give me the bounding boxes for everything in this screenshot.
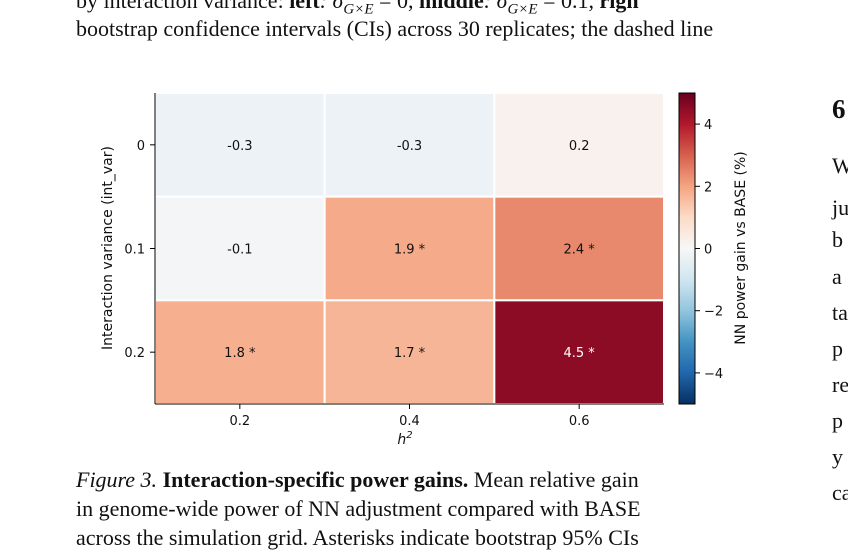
side-line: a [832,264,842,289]
side-line: b [832,227,843,252]
top-text-left-sub: G×E [343,1,374,18]
x-tick-label: 0.2 [229,414,250,429]
cell-value-label: 1.9 * [394,243,426,258]
caption-line-2: in genome-wide power of NN adjustment co… [76,496,641,521]
side-line: ta [832,300,848,325]
top-text-left-val: = 0, [373,0,419,13]
colorbar-tick-label: −4 [704,367,723,382]
side-line: p [832,336,843,361]
top-text-line-1: by interaction variance: left: σG×E = 0,… [76,0,639,22]
side-line: y [832,444,843,469]
side-line: W [832,153,848,178]
heatmap-figure: -0.3 -0.3 0.2 -0.1 1.9 * 2.4 * 1.8 * 1.7 * 4.5 *… [100,92,749,448]
caption-title: Interaction-specific power gains. [162,467,469,492]
caption-line-3: across the simulation grid. Asterisks in… [76,525,639,550]
colorbar [678,92,696,405]
colorbar-tick-label: 4 [704,118,712,133]
cell-value-label: -0.3 [227,139,252,154]
side-line: ca [832,480,848,505]
x-tick-label: 0.6 [569,414,590,429]
cell-value-label: -0.1 [227,243,252,258]
top-text-line-2: bootstrap confidence intervals (CIs) acr… [76,16,714,41]
side-line: p [832,408,843,433]
side-line: re [832,372,848,397]
y-tick-label: 0.1 [124,243,145,258]
top-text-right-label: righ [599,0,639,13]
top-text-middle-eq: : σ [483,0,508,13]
cell-value-label: 1.7 * [394,346,426,361]
side-section-heading: 6 [832,94,846,124]
heatmap-cell [493,299,666,406]
cell-value-label: 0.2 [569,139,590,154]
side-line: ju [832,195,848,220]
cell-value-label: 2.4 * [564,243,596,258]
y-axis-label: Interaction variance (int_var) [100,146,116,350]
top-text-middle-label: middle [418,0,484,13]
top-text-prefix: by interaction variance: [76,0,290,13]
caption-line-1: Figure 3. Interaction-specific power gai… [76,467,639,493]
colorbar-tick-label: 2 [704,180,712,195]
top-text-left-eq: : σ [319,0,344,13]
heatmap-cell [154,299,326,406]
x-tick-label: 0.4 [399,414,420,429]
cell-value-label: 4.5 * [564,346,596,361]
x-axis-label: h2 [397,430,412,448]
heatmap-cell [154,92,326,198]
cell-value-label: 1.8 * [224,346,256,361]
top-text-left-label: left [289,0,320,13]
y-tick-label: 0.2 [124,346,145,361]
top-text-middle-val: = 0.1, [537,0,600,13]
colorbar-tick-label: −2 [704,305,723,320]
caption-line-1-rest: Mean relative gain [468,467,639,492]
cell-value-label: -0.3 [397,139,422,154]
colorbar-tick-label: 0 [704,243,712,258]
heatmap-cell [323,92,496,198]
heatmap-cell [493,195,666,302]
y-tick-label: 0 [137,139,145,154]
heatmap-cell [493,92,666,198]
top-text-middle-sub: G×E [507,1,538,18]
figure-label: Figure 3. [76,467,158,492]
colorbar-label: NN power gain vs BASE (%) [733,151,749,344]
